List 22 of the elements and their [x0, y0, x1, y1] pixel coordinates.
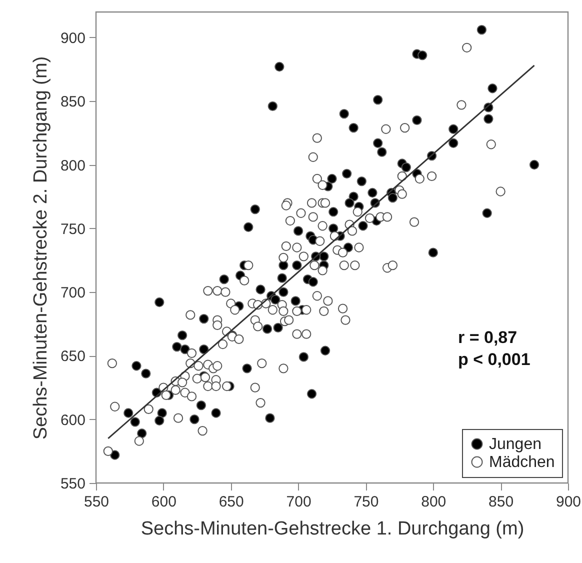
- legend-label: Mädchen: [489, 454, 555, 471]
- x-tick-label: 550: [84, 494, 110, 510]
- y-axis-title: Sechs-Minuten-Gehstrecke 2. Durchgang (m): [30, 56, 52, 440]
- y-tick-label: 800: [60, 157, 86, 174]
- y-tick-label: 600: [60, 412, 86, 429]
- x-tick-label: 650: [218, 494, 244, 510]
- y-tick-label: 700: [60, 284, 86, 302]
- x-axis-title: Sechs-Minuten-Gehstrecke 1. Durchgang (m): [140, 518, 524, 540]
- x-tick-label: 900: [556, 494, 582, 510]
- y-tick-label: 750: [60, 220, 86, 238]
- x-tick-label: 700: [286, 494, 312, 510]
- y-tick-label: 650: [60, 348, 86, 366]
- x-tick-label: 750: [354, 494, 379, 510]
- y-tick-label: 550: [60, 476, 86, 492]
- legend-label: Jungen: [489, 436, 542, 453]
- x-tick-label: 850: [488, 494, 514, 510]
- y-tick-label: 850: [60, 94, 86, 111]
- annotation: p < 0,001: [458, 350, 530, 369]
- x-tick-label: 600: [151, 494, 176, 510]
- y-tick-label: 900: [60, 30, 86, 47]
- annotation: r = 0,87: [458, 328, 518, 347]
- x-tick-label: 800: [421, 494, 446, 510]
